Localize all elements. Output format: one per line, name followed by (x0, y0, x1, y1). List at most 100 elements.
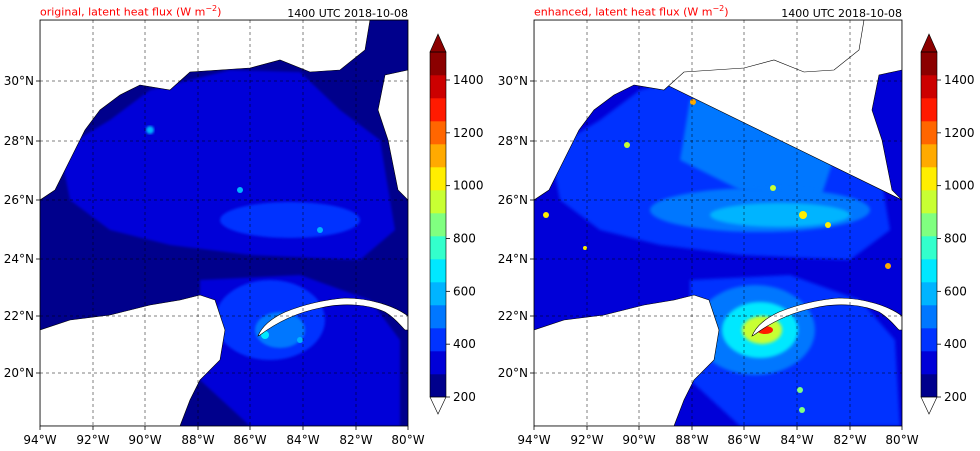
colorbar-tick-label: 800 (453, 232, 476, 246)
lat-tick-label: 22°N (4, 309, 34, 323)
colorbar-segment (430, 167, 446, 191)
colorbar-segment (430, 236, 446, 260)
lon-tick-label: 84°W (780, 433, 813, 447)
colorbar-segment (921, 282, 937, 306)
colorbar-tick-label: 400 (944, 337, 967, 351)
colorbar: 1400 1200 1000 800 600 400 200 (429, 33, 484, 415)
lon-tick-label: 94°W (517, 433, 550, 447)
land-yucatan (40, 294, 226, 426)
land-cuba (257, 297, 408, 337)
flux-cell (690, 99, 696, 105)
flux-cell (799, 211, 807, 219)
flux-cell (297, 337, 303, 343)
panel-title: enhanced, latent heat flux (W m−2) (534, 4, 729, 19)
colorbar-segment (921, 213, 937, 237)
lon-tick-label: 84°W (286, 433, 319, 447)
colorbar-segment (430, 351, 446, 375)
colorbar-tick-label: 1400 (944, 73, 975, 87)
colorbar-segment (430, 75, 446, 99)
colorbar-segment (430, 259, 446, 283)
flux-cell (317, 227, 323, 233)
colorbar-tick-label: 800 (944, 232, 967, 246)
colorbar-segment (921, 374, 937, 398)
colorbar-segment (921, 52, 937, 76)
colorbar-tick-label: 1000 (944, 179, 975, 193)
lon-tick-label: 92°W (570, 433, 603, 447)
lon-tick-label: 80°W (391, 433, 424, 447)
colorbar-tick-label: 200 (944, 390, 967, 404)
flux-cell (543, 212, 549, 218)
lon-tick-label: 90°W (128, 433, 161, 447)
lon-tick-label: 88°W (675, 433, 708, 447)
lon-tick-label: 92°W (76, 433, 109, 447)
lon-tick-label: 82°W (339, 433, 372, 447)
lat-tick-label: 22°N (498, 309, 528, 323)
flux-cell (583, 246, 587, 250)
colorbar-segment (921, 305, 937, 329)
colorbar-tick-label: 600 (944, 284, 967, 298)
lat-tick-label: 24°N (4, 252, 34, 266)
lat-labels: 30°N 28°N 26°N 24°N 22°N 20°N (4, 74, 34, 380)
map-panel-original: original, latent heat flux (W m−2) 1400 … (4, 4, 484, 447)
lon-tick-label: 86°W (727, 433, 760, 447)
lat-tick-label: 26°N (4, 193, 34, 207)
flux-cell (146, 126, 154, 134)
panel-timestamp: 1400 UTC 2018-10-08 (781, 7, 902, 20)
colorbar-tick-label: 400 (453, 337, 476, 351)
flux-cell (797, 387, 803, 393)
colorbar-segment (430, 374, 446, 398)
land-yucatan (534, 294, 720, 426)
lon-tick-label: 94°W (23, 433, 56, 447)
lon-tick-label: 80°W (885, 433, 918, 447)
colorbar-segment (430, 121, 446, 145)
colorbar: 1400 1200 1000 800 600 400 200 (920, 33, 975, 415)
map-panel-enhanced: enhanced, latent heat flux (W m−2) 1400 … (490, 0, 980, 451)
lon-labels: 94°W 92°W 90°W 88°W 86°W 84°W 82°W 80°W (23, 433, 424, 447)
colorbar-tick-label: 600 (453, 284, 476, 298)
colorbar-frame (920, 51, 938, 398)
gridlines (40, 20, 408, 426)
lon-labels: 94°W 92°W 90°W 88°W 86°W 84°W 82°W 80°W (517, 433, 918, 447)
flux-cell (885, 263, 891, 269)
land-florida (40, 20, 408, 201)
colorbar-extend-min (429, 396, 447, 415)
lon-tick-label: 86°W (233, 433, 266, 447)
map-frame (533, 19, 903, 427)
lat-tick-label: 26°N (498, 193, 528, 207)
panel-timestamp: 1400 UTC 2018-10-08 (287, 7, 408, 20)
lat-tick-label: 30°N (498, 74, 528, 88)
flux-cell (770, 185, 776, 191)
axis-ticks (36, 80, 409, 430)
colorbar-segment (430, 98, 446, 122)
lat-tick-label: 28°N (4, 134, 34, 148)
colorbar-segment (921, 236, 937, 260)
colorbar-segment (430, 282, 446, 306)
colorbar-frame (429, 51, 447, 398)
lat-tick-label: 24°N (498, 252, 528, 266)
colorbar-extend-max (429, 33, 447, 53)
lon-tick-label: 82°W (833, 433, 866, 447)
flux-cell (825, 222, 831, 228)
lat-tick-label: 20°N (498, 366, 528, 380)
lat-labels: 30°N 28°N 26°N 24°N 22°N 20°N (498, 74, 528, 380)
lat-tick-label: 30°N (4, 74, 34, 88)
colorbar-segment (921, 75, 937, 99)
colorbar-segment (921, 351, 937, 375)
colorbar-segment (921, 328, 937, 352)
map-figure: 94°W 92°W 90°W 88°W 86°W 84°W 82°W 80°W … (4, 19, 484, 447)
colorbar-tick-label: 1200 (453, 126, 484, 140)
map-figure: 94°W 92°W 90°W 88°W 86°W 84°W 82°W 80°W … (498, 19, 975, 447)
colorbar-segment (921, 259, 937, 283)
convective-band (220, 202, 360, 238)
colorbar-segment (921, 121, 937, 145)
map-frame (39, 19, 409, 427)
colorbar-segment (430, 328, 446, 352)
gridlines (534, 20, 902, 426)
lon-tick-label: 88°W (181, 433, 214, 447)
lon-tick-label: 90°W (622, 433, 655, 447)
lat-tick-label: 28°N (498, 134, 528, 148)
panel-title: original, latent heat flux (W m−2) (40, 4, 222, 19)
colorbar-segment (921, 167, 937, 191)
flux-cell (237, 187, 243, 193)
colorbar-tick-label: 200 (453, 390, 476, 404)
